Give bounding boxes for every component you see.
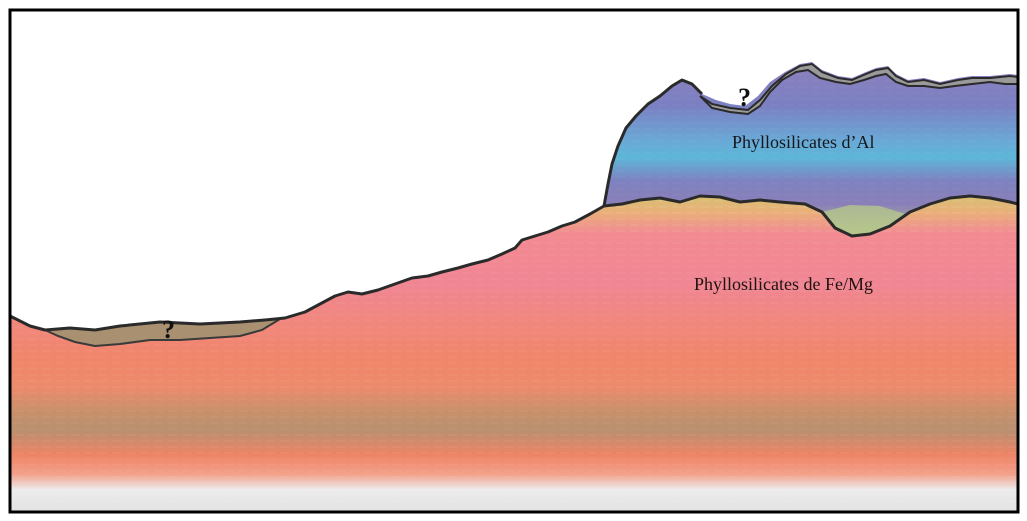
question-mark-left: ? [162,315,175,344]
texture-overlay [10,190,1018,512]
unit-contact-line [603,194,1019,238]
question-mark-top: ? [738,83,751,112]
fe-mg-phyllosilicates-label: Phyllosilicates de Fe/Mg [694,274,873,294]
al-phyllosilicates-label: Phyllosilicates d’Al [732,132,875,152]
frame-border [8,8,1020,514]
surface-profile-line [9,78,704,332]
